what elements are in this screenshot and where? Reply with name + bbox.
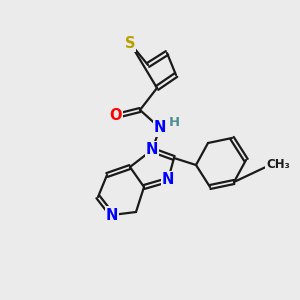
Text: N: N bbox=[154, 121, 166, 136]
Text: N: N bbox=[106, 208, 118, 223]
Text: H: H bbox=[168, 116, 180, 130]
Text: S: S bbox=[125, 35, 135, 50]
Text: O: O bbox=[110, 109, 122, 124]
Text: CH₃: CH₃ bbox=[266, 158, 290, 172]
Text: N: N bbox=[146, 142, 158, 158]
Text: N: N bbox=[162, 172, 174, 188]
